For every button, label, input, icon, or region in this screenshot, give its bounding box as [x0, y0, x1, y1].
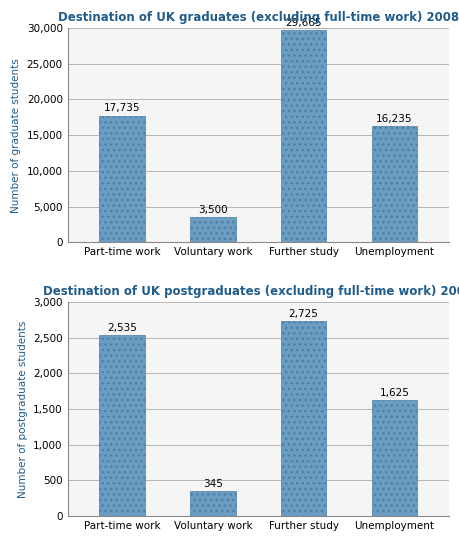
Bar	[99, 115, 145, 242]
Bar	[371, 400, 416, 516]
Text: 3,500: 3,500	[198, 205, 227, 215]
Bar	[190, 217, 235, 242]
Y-axis label: Number of postgraduate students: Number of postgraduate students	[17, 320, 28, 498]
Bar	[371, 126, 416, 242]
Text: 1,625: 1,625	[379, 388, 409, 398]
Bar	[280, 321, 325, 516]
Text: 29,665: 29,665	[285, 18, 321, 28]
Text: 17,735: 17,735	[104, 104, 140, 113]
Text: 16,235: 16,235	[375, 114, 412, 124]
Y-axis label: Number of graduate students: Number of graduate students	[11, 58, 21, 212]
Text: 2,725: 2,725	[288, 309, 318, 319]
Text: 2,535: 2,535	[107, 323, 137, 333]
Bar	[280, 30, 325, 242]
Bar	[99, 335, 145, 516]
Title: Destination of UK graduates (excluding full-time work) 2008: Destination of UK graduates (excluding f…	[57, 11, 458, 24]
Title: Destination of UK postgraduates (excluding full-time work) 2008: Destination of UK postgraduates (excludi…	[43, 285, 459, 298]
Bar	[190, 492, 235, 516]
Text: 345: 345	[202, 479, 222, 489]
